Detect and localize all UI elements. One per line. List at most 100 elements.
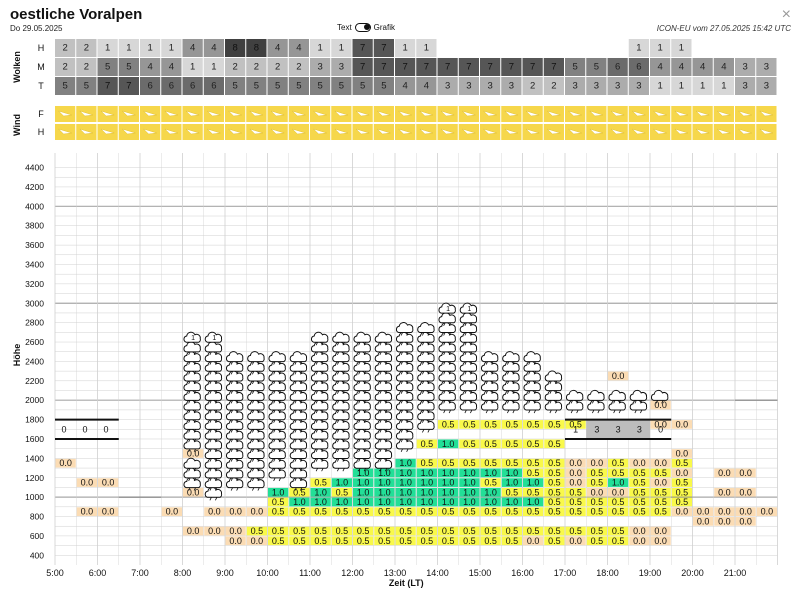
cloud-cell: [331, 39, 352, 57]
climb-value: 1.0: [336, 478, 349, 488]
y-tick-label: 4400: [25, 163, 44, 173]
climb-cell: [650, 458, 671, 468]
climb-value: 1.0: [527, 478, 540, 488]
cloud-icon-rain: [315, 468, 324, 472]
climb-cell: [331, 487, 352, 497]
cloud-icon-rain: [464, 380, 473, 385]
cloud-icon: [353, 360, 371, 375]
cloud-icon-shape: [438, 322, 456, 333]
cloud-icon-rain: [422, 419, 430, 423]
cloud-icon: [332, 389, 350, 404]
cloud-icon-rain: [464, 351, 473, 356]
toggle-text-label[interactable]: Text: [337, 23, 352, 32]
climb-value: 0.5: [378, 507, 391, 517]
cloud-icon-rain: [400, 419, 409, 423]
cloud-icon-shape: [438, 312, 456, 324]
climb-value: 0.0: [569, 478, 582, 488]
climb-cell: [586, 478, 607, 487]
cloud-icon-shape: [353, 448, 371, 460]
cloud-icon-rain: [252, 380, 260, 385]
cloud-icon-shape: [310, 428, 329, 440]
wind-cell: [543, 124, 564, 140]
cloud-icon-shape: [225, 438, 244, 450]
cloud-icon: [204, 428, 223, 443]
cloud-icon-rain: [422, 409, 430, 414]
wind-arrow-icon: [738, 110, 752, 117]
cloud-icon-rain: [379, 458, 388, 462]
cloud-icon-rain: [337, 448, 345, 453]
climb-cell: [438, 487, 459, 497]
cloud-icon: [417, 399, 435, 414]
cloud-icon-shape: [395, 418, 414, 430]
cloud-base-value: 3: [594, 424, 599, 434]
cloud-icon-shape: [289, 418, 308, 430]
climb-value: 0.5: [378, 536, 391, 546]
wind-cell: [225, 106, 246, 122]
wind-cell: [352, 106, 373, 122]
y-tick-label: 2400: [25, 356, 44, 366]
x-tick-label: 16:00: [511, 568, 534, 578]
climb-cell: [586, 458, 607, 468]
toggle-graph-label[interactable]: Grafik: [373, 23, 396, 32]
climb-cell: [650, 478, 671, 487]
cloud-icon-shape: [374, 418, 393, 430]
cloud-cell: [161, 58, 182, 76]
cloud-icon-rain: [188, 468, 196, 472]
toggle-switch[interactable]: [354, 23, 371, 32]
cloud-icon: [395, 360, 414, 375]
climb-cell: [544, 507, 565, 517]
cloud-icon-rain: [549, 380, 558, 385]
cloud-cell: [140, 58, 161, 76]
cloud-cell: [161, 39, 182, 57]
cloud-icon: [374, 351, 393, 365]
wind-cell: [97, 124, 118, 140]
climb-cell: [374, 536, 395, 546]
climb-value: 1.0: [527, 497, 540, 507]
cloud-icon: [204, 409, 223, 423]
cloud-icon-rain: [400, 438, 409, 443]
wind-cell: [416, 106, 437, 122]
climb-value: 0.5: [484, 419, 497, 429]
cloud-icon-shape: [374, 428, 393, 440]
cloud-value: 5: [594, 62, 599, 73]
cloud-icon-rain: [209, 409, 218, 414]
cloud-icon-shape: [374, 331, 393, 343]
cloud-icon-rain: [315, 390, 324, 394]
cloud-icon: [417, 341, 435, 356]
close-icon[interactable]: ×: [781, 6, 791, 23]
climb-cell: [714, 487, 735, 497]
climb-value: 0.5: [569, 526, 582, 536]
climb-cell: [395, 526, 416, 536]
x-axis-label: Zeit (LT): [389, 578, 424, 588]
cloud-icon: [395, 399, 414, 414]
cloud-icon-rain: [294, 458, 303, 462]
view-toggle[interactable]: Text Grafik: [337, 23, 395, 32]
cloud-cell: [543, 58, 564, 76]
cloud-icon: [204, 341, 223, 356]
cloud-cell: [607, 58, 628, 76]
cloud-icon-shape: [204, 457, 223, 469]
cloud-cell: [480, 39, 501, 57]
cloud-icon: [225, 428, 244, 443]
cloud-icon-rain: [209, 351, 218, 356]
cloud-icon: [374, 370, 393, 385]
cloud-cell: [437, 58, 458, 76]
cloud-icon-rain: [464, 400, 473, 404]
climb-cell: [586, 536, 607, 546]
cloud-cell: [203, 58, 224, 76]
cloud-icon: [502, 360, 520, 375]
cloud-icon-digit: 1: [446, 306, 450, 313]
climb-cell: [416, 526, 437, 536]
cloud-cell: [437, 77, 458, 95]
wind-cell: [97, 106, 118, 122]
cloud-value: 6: [147, 81, 152, 92]
cloud-icon-rain: [422, 351, 430, 356]
wind-cell: [55, 124, 76, 140]
climb-value: 0.0: [591, 458, 604, 468]
cloud-icon: [204, 360, 223, 375]
cloud-icon: [289, 389, 308, 404]
cloud-cell: [140, 39, 161, 57]
cloud-icon-shape: [332, 331, 350, 343]
cloud-icon-rain: [209, 361, 218, 365]
climb-cell: [353, 487, 374, 497]
